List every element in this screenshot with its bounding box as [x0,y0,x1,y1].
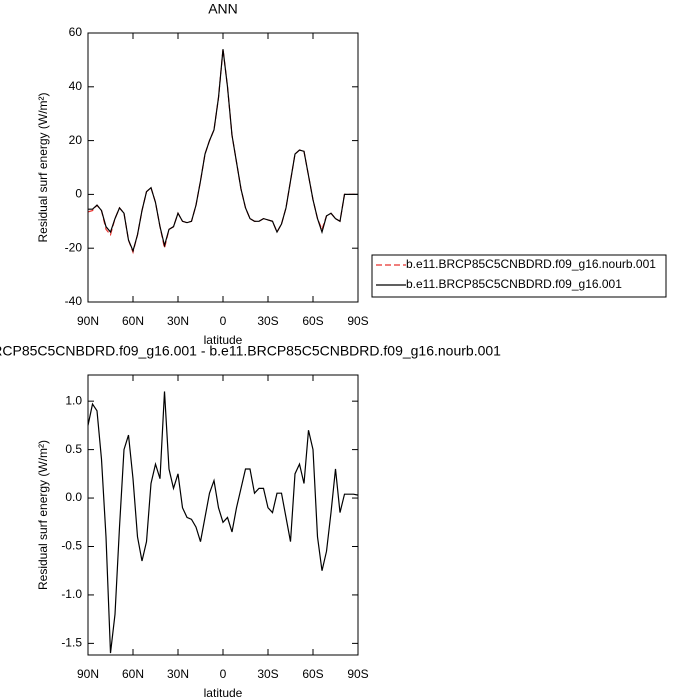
x-axis-label: latitude [204,333,243,347]
data-line [88,49,358,253]
x-axis-label: latitude [204,686,243,700]
legend-box [371,254,667,298]
x-tick-label: 60S [302,314,323,328]
y-tick-label: 0.0 [65,490,82,504]
x-tick-label: 90S [347,667,368,681]
plot-frame [87,374,359,656]
legend-label: b.e11.BRCP85C5CNBDRD.f09_g16.001 [406,277,622,291]
x-tick-label: 60S [302,667,323,681]
x-tick-label: 0 [220,667,227,681]
y-tick-label: 40 [69,79,83,93]
y-tick-label: -1.0 [61,587,82,601]
x-tick-label: 90S [347,314,368,328]
y-tick-label: -1.5 [61,636,82,650]
chart-title: ANN [208,1,238,17]
plot-frame [87,32,359,303]
x-tick-label: 90N [77,314,99,328]
chart-title: b.e11.BRCP85C5CNBDRD.f09_g16.001 - b.e11… [0,343,501,359]
y-tick-label: 1.0 [65,393,82,407]
y-tick-label: -20 [65,240,83,254]
x-tick-label: 30N [167,667,189,681]
y-tick-label: 20 [69,133,83,147]
x-tick-label: 30S [257,667,278,681]
y-tick-label: 60 [69,25,83,39]
x-tick-label: 60N [122,667,144,681]
y-tick-label: -40 [65,294,83,308]
x-tick-label: 30S [257,314,278,328]
data-line [87,49,358,255]
y-axis-label: Residual surf energy (W/m²) [36,440,50,590]
x-tick-label: 60N [122,314,144,328]
y-tick-label: 0.5 [65,442,82,456]
y-axis-label: Residual surf energy (W/m²) [36,92,50,242]
x-tick-label: 30N [167,314,189,328]
y-tick-label: 0 [75,187,82,201]
legend-label: b.e11.BRCP85C5CNBDRD.f09_g16.nourb.001 [406,257,656,271]
data-line [87,391,359,654]
x-tick-label: 90N [77,667,99,681]
x-tick-label: 0 [220,314,227,328]
y-tick-label: -0.5 [61,539,82,553]
